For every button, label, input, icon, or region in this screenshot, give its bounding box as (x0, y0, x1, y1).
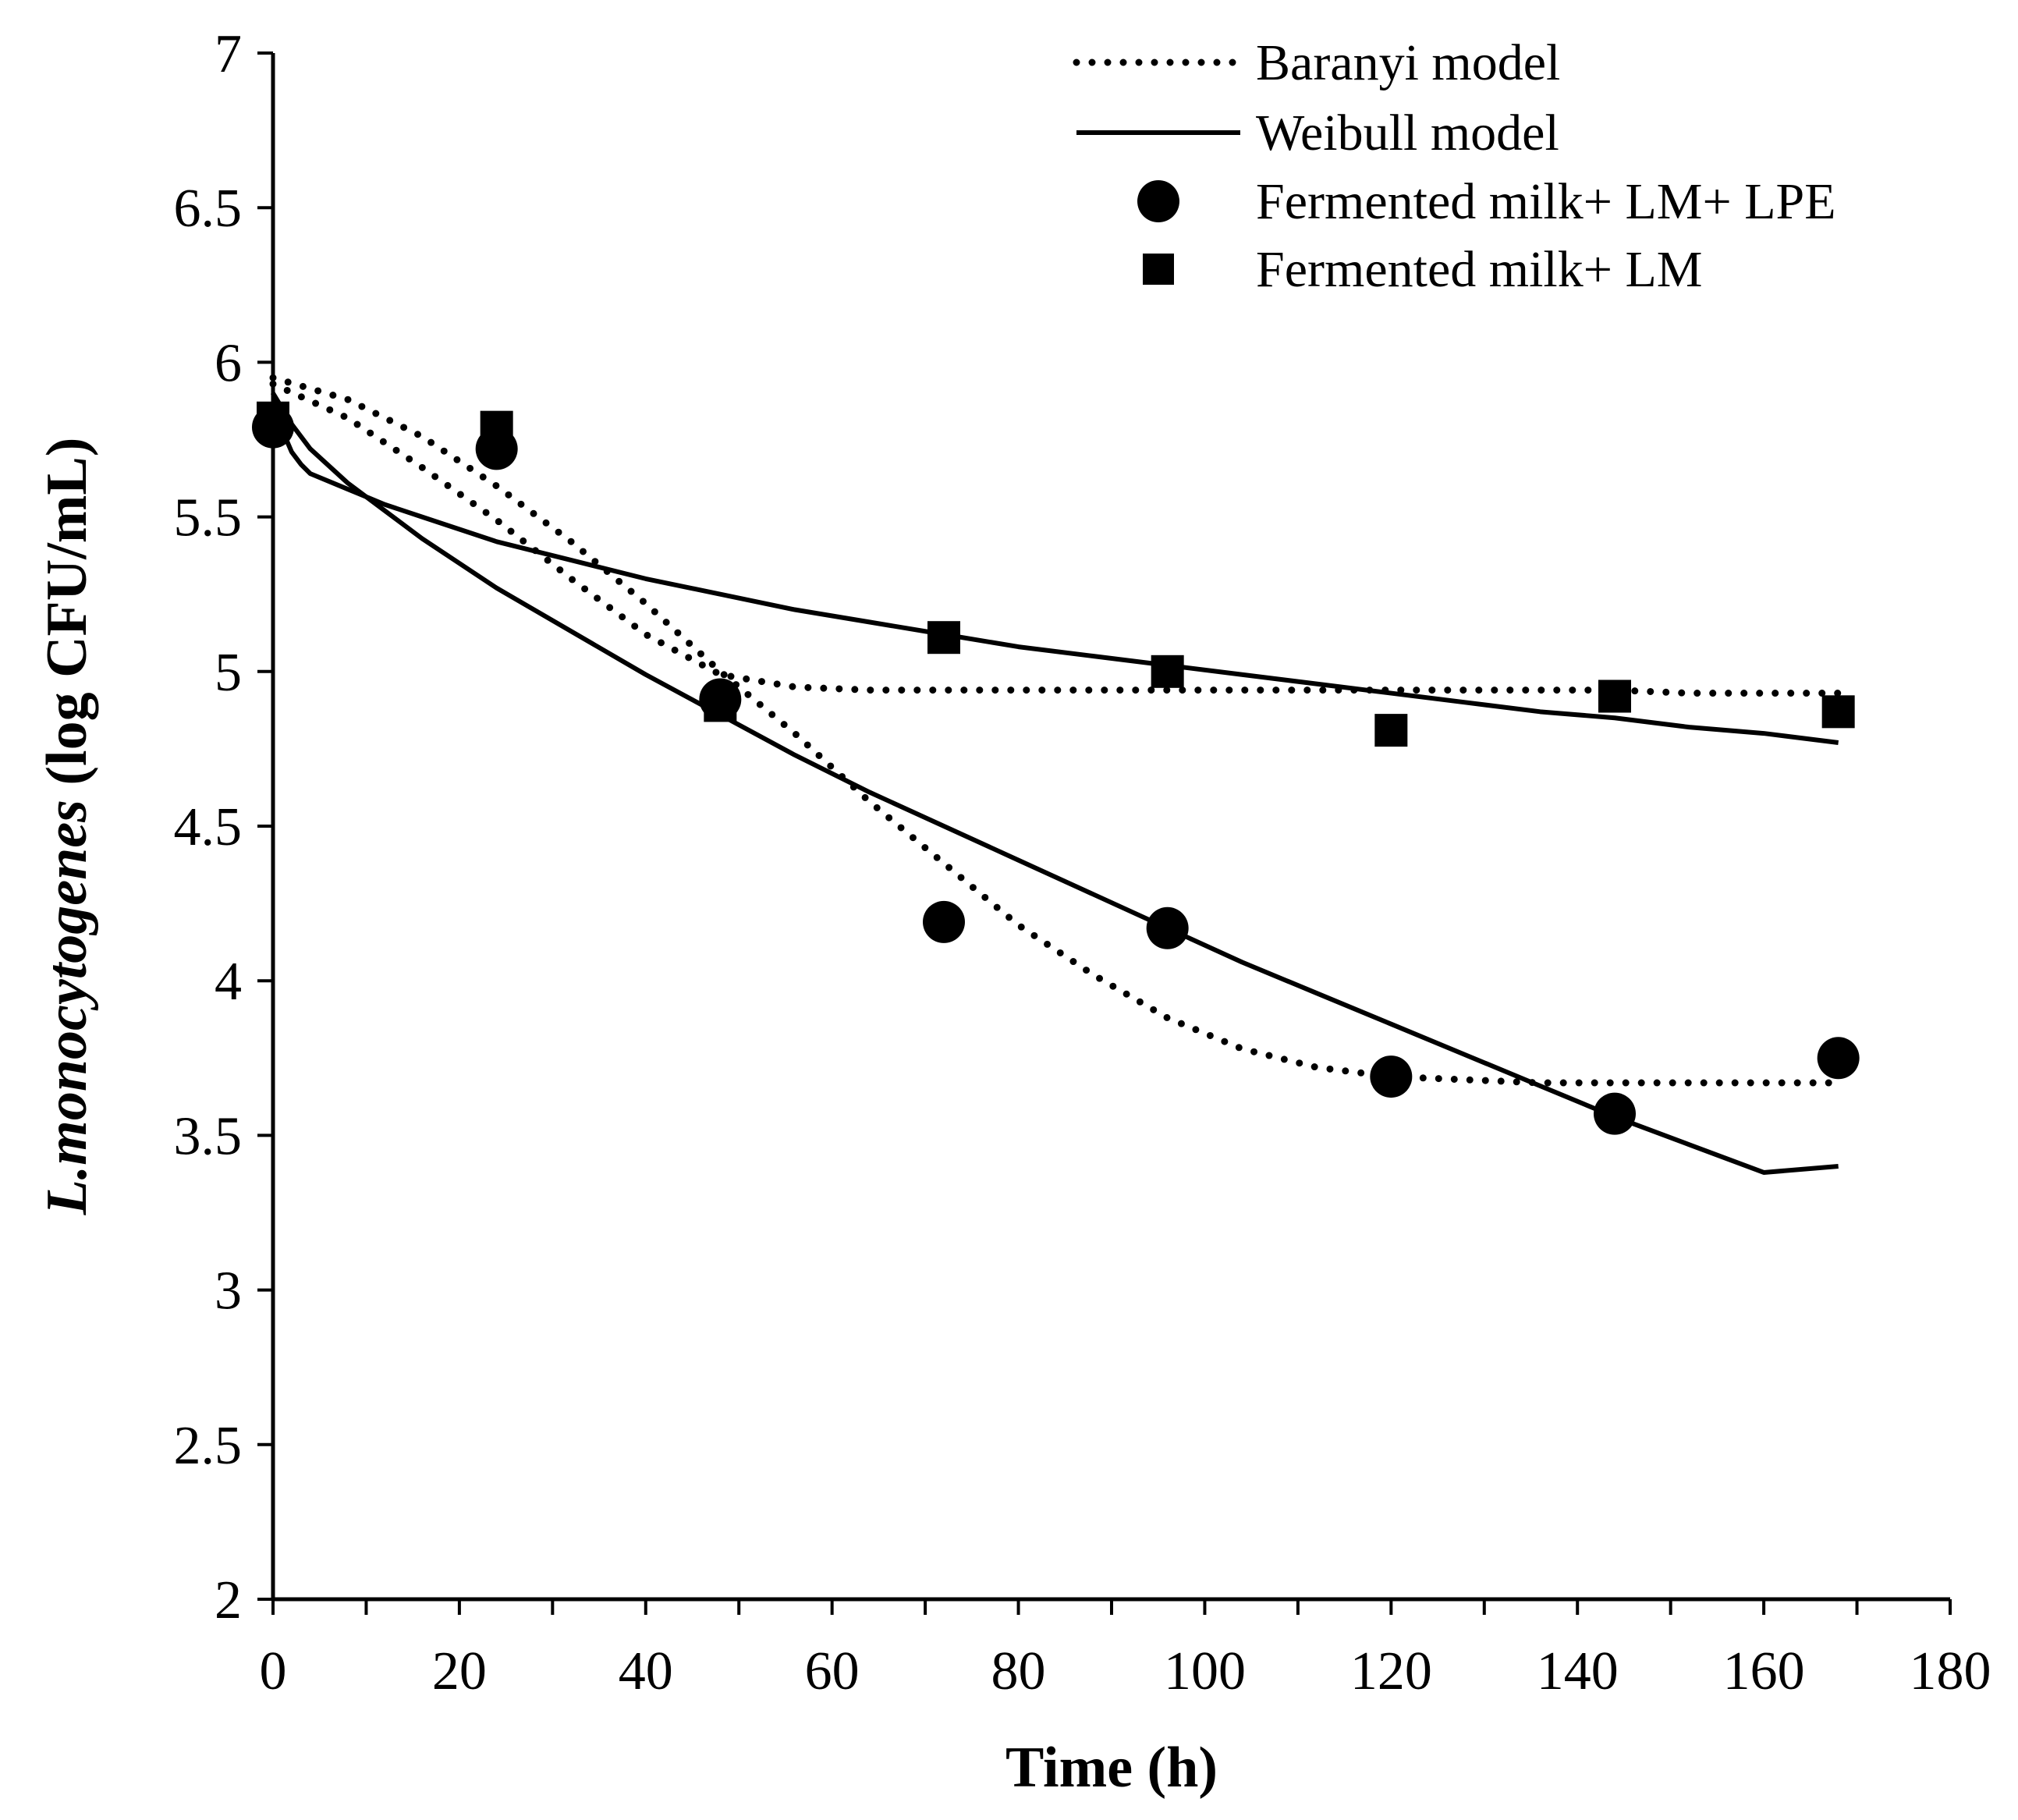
y-tick-label: 5.5 (174, 488, 243, 548)
legend-label: Fermented milk+ LM (1256, 241, 1702, 298)
y-tick-label: 7 (215, 24, 242, 84)
x-tick-label: 80 (991, 1641, 1046, 1701)
data-point-circle (1594, 1092, 1636, 1135)
data-point-square (1821, 695, 1855, 729)
y-tick-label: 4 (215, 952, 242, 1012)
data-point-square (1374, 714, 1408, 747)
data-point-square (704, 689, 737, 722)
y-tick-label: 6.5 (174, 179, 243, 239)
y-tick-label: 4.5 (174, 797, 243, 857)
y-tick-label: 2.5 (174, 1416, 243, 1476)
weibull-fit-line-5 (271, 392, 1839, 745)
baranyi-fit-line-2 (269, 374, 1842, 1087)
y-tick-label: 3.5 (174, 1106, 243, 1166)
x-tick-label: 140 (1537, 1641, 1619, 1701)
y-axis-title-italic: L.monocytogenes (35, 800, 99, 1215)
y-tick-label: 2 (215, 1570, 242, 1630)
y-axis-title-rest: (log CFU/mL) (35, 438, 99, 800)
y-ticks: 2 2.5 3 3.5 4 4.5 5 5.5 6 6.5 7 (174, 24, 273, 1630)
data-point-square (1598, 679, 1631, 713)
legend-square-marker (1143, 254, 1174, 285)
legend-label: Weibull model (1256, 105, 1559, 161)
data-point-circle (1146, 906, 1189, 949)
x-tick-label: 60 (805, 1641, 860, 1701)
legend-label: Fermented milk+ LM+ LPE (1256, 173, 1836, 230)
data-point-square (1151, 655, 1184, 688)
y-tick-label: 5 (215, 643, 242, 703)
data-point-circle (1370, 1055, 1413, 1098)
data-point-square (480, 410, 513, 444)
x-axis-title: Time (h) (1005, 1736, 1218, 1800)
x-tick-label: 100 (1164, 1641, 1246, 1701)
data-point-circle (1817, 1037, 1860, 1080)
legend-label: Baranyi model (1256, 34, 1560, 91)
y-tick-label: 3 (215, 1261, 242, 1322)
y-axis-title: L.monocytogenes (log CFU/mL) (35, 438, 99, 1216)
weibull-fit-line-4 (271, 392, 1839, 1175)
plot-layer (252, 374, 1860, 1175)
legend: Baranyi model Weibull model Fermented milk… (1073, 34, 1836, 298)
x-tick-label: 40 (619, 1641, 673, 1701)
x-ticks: 0 20 40 60 80 100 120 140 160 180 (260, 1599, 1991, 1701)
x-tick-label: 20 (432, 1641, 487, 1701)
x-tick-label: 160 (1723, 1641, 1805, 1701)
axes-layer: 0 20 40 60 80 100 120 140 160 180 2 2.5 3 3.5 4 4.5 5 5.… (174, 24, 1991, 1701)
x-tick-label: 120 (1350, 1641, 1432, 1701)
data-point-circle (923, 900, 965, 943)
data-point-square (927, 621, 960, 655)
legend-circle-marker (1137, 180, 1179, 222)
y-tick-label: 6 (215, 333, 242, 393)
x-tick-label: 0 (260, 1641, 287, 1701)
x-tick-label: 180 (1910, 1641, 1991, 1701)
